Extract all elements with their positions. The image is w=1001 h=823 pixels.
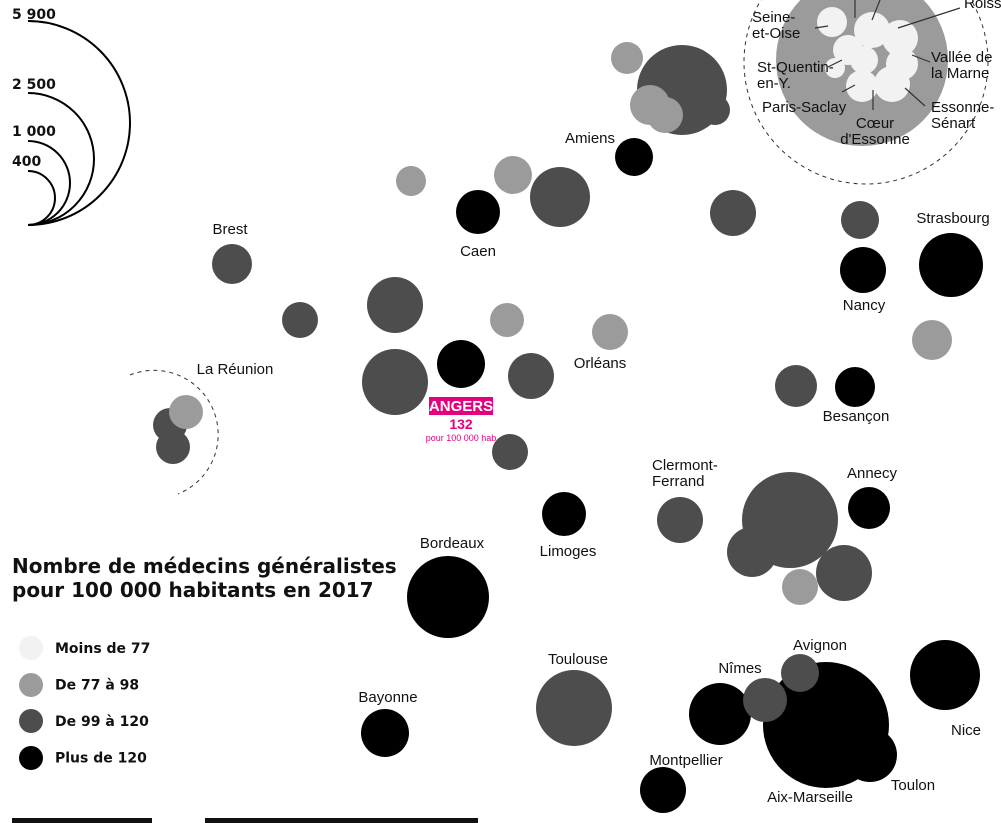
city-label: Ferrand xyxy=(652,473,705,490)
city-label: en-Y. xyxy=(757,75,791,92)
city-label: Roissy xyxy=(964,0,1001,12)
legend-title: Nombre de médecins généralistes xyxy=(12,554,397,578)
city-label: Avignon xyxy=(793,637,847,654)
size-legend-arcs xyxy=(27,20,131,226)
region-outline xyxy=(129,369,219,495)
city-label: Toulon xyxy=(891,777,935,794)
city-label: Vallée de xyxy=(931,49,992,66)
bubbles xyxy=(153,42,983,813)
size-legend-label: 1 000 xyxy=(12,124,56,140)
highlight-value: 132 xyxy=(449,416,473,432)
city-label: Sénart xyxy=(931,115,976,132)
city-label: Paris-Saclay xyxy=(762,99,847,116)
city-label: Aix-Marseille xyxy=(767,789,853,806)
city-label: Caen xyxy=(460,243,496,260)
city-label: Toulouse xyxy=(548,651,608,668)
leader-lines xyxy=(814,0,961,110)
city-label: Seine- xyxy=(752,9,795,26)
city-label: la Marne xyxy=(931,65,989,82)
city-label: Besançon xyxy=(823,408,890,425)
city-label: Cœur xyxy=(856,115,894,132)
legend-label: Moins de 77 xyxy=(55,641,150,657)
highlight-box xyxy=(429,397,493,415)
city-label: Limoges xyxy=(540,543,597,560)
highlight-unit: pour 100 000 hab xyxy=(426,433,497,443)
city-label: St-Quentin- xyxy=(757,59,834,76)
legend-label: De 99 à 120 xyxy=(55,714,149,730)
footer-bar xyxy=(205,818,478,823)
legend-markers xyxy=(19,636,43,770)
size-legend-label: 2 500 xyxy=(12,77,56,93)
city-label: Nancy xyxy=(843,297,886,314)
city-label: Montpellier xyxy=(649,752,722,769)
city-label: Clermont- xyxy=(652,457,718,474)
region-outline xyxy=(743,0,989,185)
region-bubbles xyxy=(817,7,918,102)
city-label: Strasbourg xyxy=(916,210,989,227)
city-label: et-Oise xyxy=(752,25,800,42)
city-label: La Réunion xyxy=(197,361,274,378)
size-legend-label: 400 xyxy=(12,154,41,170)
city-label: Brest xyxy=(212,221,248,238)
legend-title: pour 100 000 habitants en 2017 xyxy=(12,578,374,602)
legend-label: De 77 à 98 xyxy=(55,678,139,694)
city-label: Essonne- xyxy=(931,99,994,116)
city-label: Nice xyxy=(951,722,981,739)
city-label: Orléans xyxy=(574,355,627,372)
city-label: Amiens xyxy=(565,130,615,147)
highlight-name: ANGERS xyxy=(429,398,493,415)
size-legend-label: 5 900 xyxy=(12,7,56,23)
city-label: Bayonne xyxy=(358,689,417,706)
city-label: d'Essonne xyxy=(840,131,910,148)
city-label: Bordeaux xyxy=(420,535,485,552)
legend-label: Plus de 120 xyxy=(55,751,147,767)
city-label: Nîmes xyxy=(718,660,761,677)
footer-bar xyxy=(12,818,152,823)
city-label: Annecy xyxy=(847,465,898,482)
